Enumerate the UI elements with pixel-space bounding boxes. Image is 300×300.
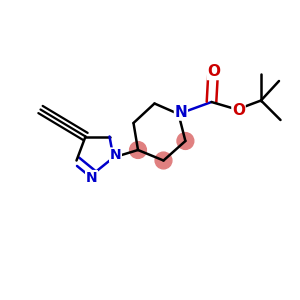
Text: O: O bbox=[232, 103, 245, 118]
Text: N: N bbox=[110, 148, 121, 162]
Circle shape bbox=[155, 152, 172, 169]
Circle shape bbox=[177, 133, 194, 149]
Text: N: N bbox=[175, 105, 187, 120]
Circle shape bbox=[130, 142, 146, 158]
Text: O: O bbox=[207, 64, 220, 80]
Text: N: N bbox=[86, 171, 97, 184]
